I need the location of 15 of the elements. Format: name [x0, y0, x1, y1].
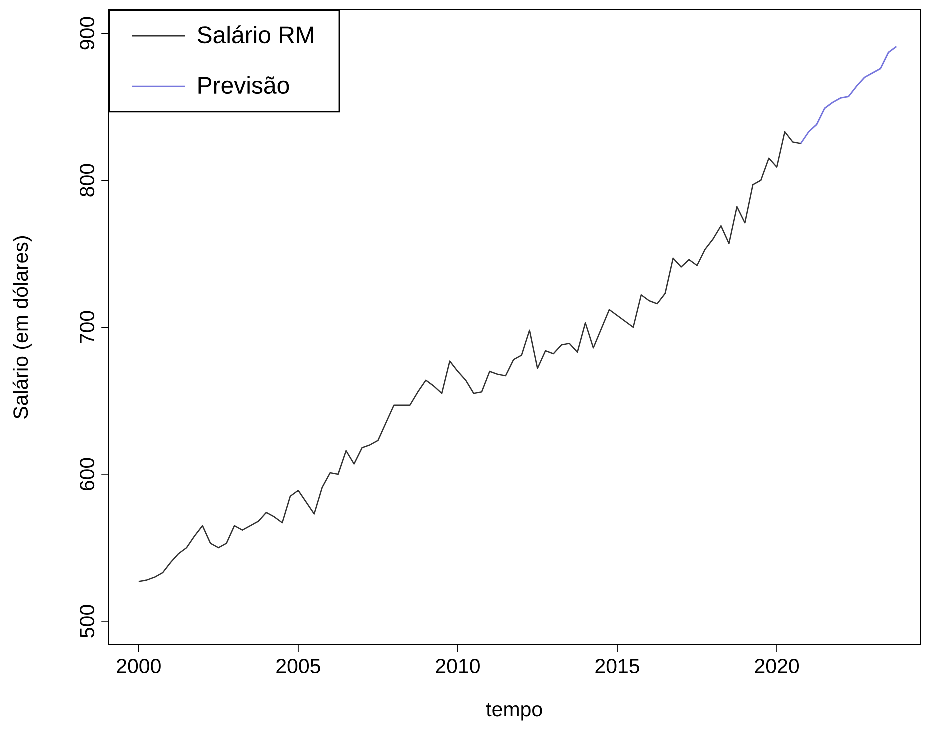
- y-axis-title: Salário (em dólares): [12, 236, 32, 419]
- y-tick-label: 500: [80, 605, 95, 638]
- y-tick-label: 800: [80, 164, 95, 197]
- x-tick-label: 2005: [276, 659, 320, 674]
- x-tick-label: 2000: [117, 659, 161, 674]
- x-tick-label: 2010: [436, 659, 480, 674]
- y-tick-label: 900: [80, 17, 95, 50]
- x-tick-label: 2020: [755, 659, 800, 674]
- x-axis-title: tempo: [486, 703, 542, 721]
- y-tick-label: 700: [80, 311, 95, 344]
- y-tick-label: 600: [80, 458, 95, 491]
- x-tick-label: 2015: [596, 659, 640, 674]
- legend-label: Previsão: [198, 76, 290, 94]
- legend-label: Salário RM: [198, 26, 314, 44]
- line-series: [800, 46, 898, 144]
